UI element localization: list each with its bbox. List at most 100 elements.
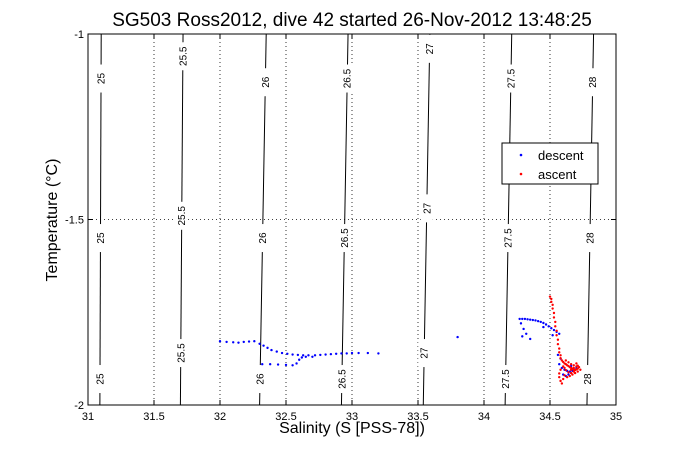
contour-label-bg (259, 68, 272, 97)
descent-point (311, 355, 314, 358)
y-tick-label: -1 (74, 29, 84, 41)
descent-point (550, 327, 553, 330)
descent-point (300, 356, 304, 359)
descent-point (539, 320, 542, 324)
ascent-point (552, 311, 556, 315)
descent-point (556, 353, 560, 357)
contour-label: 27 (425, 43, 436, 55)
descent-point (534, 319, 537, 322)
legend-label-ascent: ascent (538, 167, 577, 182)
descent-point (307, 354, 310, 357)
descent-point (377, 352, 380, 355)
descent-point (525, 332, 528, 335)
contour-26-5: 26.5 26.5 26.5 (335, 33, 354, 406)
ascent-point (550, 300, 553, 304)
descent-point (286, 352, 289, 356)
ascent-point (571, 373, 574, 376)
descent-point (237, 341, 240, 344)
x-tick-label: 33 (346, 411, 358, 423)
x-axis-label: Salinity (S [PSS-78]) (279, 420, 425, 437)
contour-label-bg (335, 365, 348, 394)
ascent-point (575, 362, 578, 365)
contour-line (340, 33, 349, 406)
descent-point (456, 335, 459, 339)
ascent-point (567, 361, 570, 364)
descent-point (276, 363, 280, 366)
contour-label-bg (341, 64, 354, 93)
ascent-point (560, 382, 564, 385)
descent-point (301, 354, 305, 357)
contour-label-bg (175, 201, 188, 230)
descent-point (529, 337, 532, 341)
descent-point (518, 317, 521, 321)
contour-label-bg (583, 224, 596, 253)
descent-point (242, 340, 245, 344)
ascent-point (548, 295, 552, 298)
ascent-point (576, 370, 579, 373)
series-ascent (548, 295, 582, 385)
ascent-point (559, 368, 562, 371)
descent-point (547, 325, 550, 328)
descent-point (350, 351, 354, 355)
ascent-point (579, 368, 582, 371)
descent-point (551, 334, 554, 337)
ascent-point (559, 354, 562, 357)
legend-marker-descent (519, 153, 523, 157)
contour-label-bg (502, 224, 515, 253)
x-tick-label: 34.5 (539, 411, 560, 423)
descent-point (270, 348, 273, 352)
contour-line (504, 33, 513, 406)
contour-27: 27 27 27 (418, 33, 436, 406)
ascent-point (564, 359, 568, 362)
descent-point (268, 362, 272, 366)
ascent-point (551, 303, 554, 307)
contour-25: 25 25 25 (93, 33, 108, 406)
descent-point (519, 322, 523, 325)
ascent-point (572, 366, 575, 370)
descent-point (319, 353, 322, 357)
ascent-point (572, 364, 575, 367)
contour-label: 25 (95, 373, 106, 385)
density-contours: 25252525.525.525.526262626.526.526.52727… (93, 33, 599, 406)
contour-label-bg (95, 64, 108, 93)
y-axis-ticks: -2 -1.5 -1 (65, 29, 616, 412)
ascent-point (551, 307, 554, 310)
descent-point (529, 318, 532, 321)
contour-label-bg (338, 224, 351, 253)
ascent-point (575, 365, 578, 368)
contour-27-5: 27.5 27.5 27.5 (499, 33, 517, 406)
ascent-point (552, 316, 556, 319)
contour-label: 26.5 (337, 369, 348, 389)
descent-point (523, 317, 527, 321)
descent-point (329, 352, 333, 356)
contour-label-bg (581, 365, 594, 394)
ascent-point (556, 338, 560, 341)
legend-marker-ascent (519, 172, 523, 176)
x-axis-ticks: 31 31.5 32 32.5 33 33.5 34 34.5 35 (82, 34, 622, 423)
contour-label-bg (504, 64, 517, 93)
contour-label: 25 (96, 232, 107, 244)
ascent-point (555, 334, 558, 337)
legend: descent ascent (501, 142, 599, 185)
y-axis-label: Temperature (°C) (44, 159, 61, 282)
descent-point (536, 319, 540, 323)
descent-point (544, 323, 548, 326)
ascent-point (562, 377, 565, 381)
contour-label: 26.5 (340, 228, 351, 248)
descent-point (275, 350, 278, 353)
ascent-point (550, 297, 553, 301)
ascent-point (554, 325, 557, 328)
contour-label: 26.5 (343, 68, 354, 88)
x-tick-label: 31 (82, 411, 94, 423)
descent-point (558, 332, 561, 335)
contour-label: 26 (261, 76, 272, 88)
contour-label-bg (254, 365, 267, 394)
ascent-point (554, 320, 557, 324)
descent-point (247, 340, 251, 343)
ascent-point (573, 371, 577, 375)
contour-label: 27.5 (504, 228, 515, 248)
ascent-point (558, 347, 561, 350)
ascent-point (564, 368, 568, 372)
y-tick-label: -1.5 (65, 215, 84, 227)
